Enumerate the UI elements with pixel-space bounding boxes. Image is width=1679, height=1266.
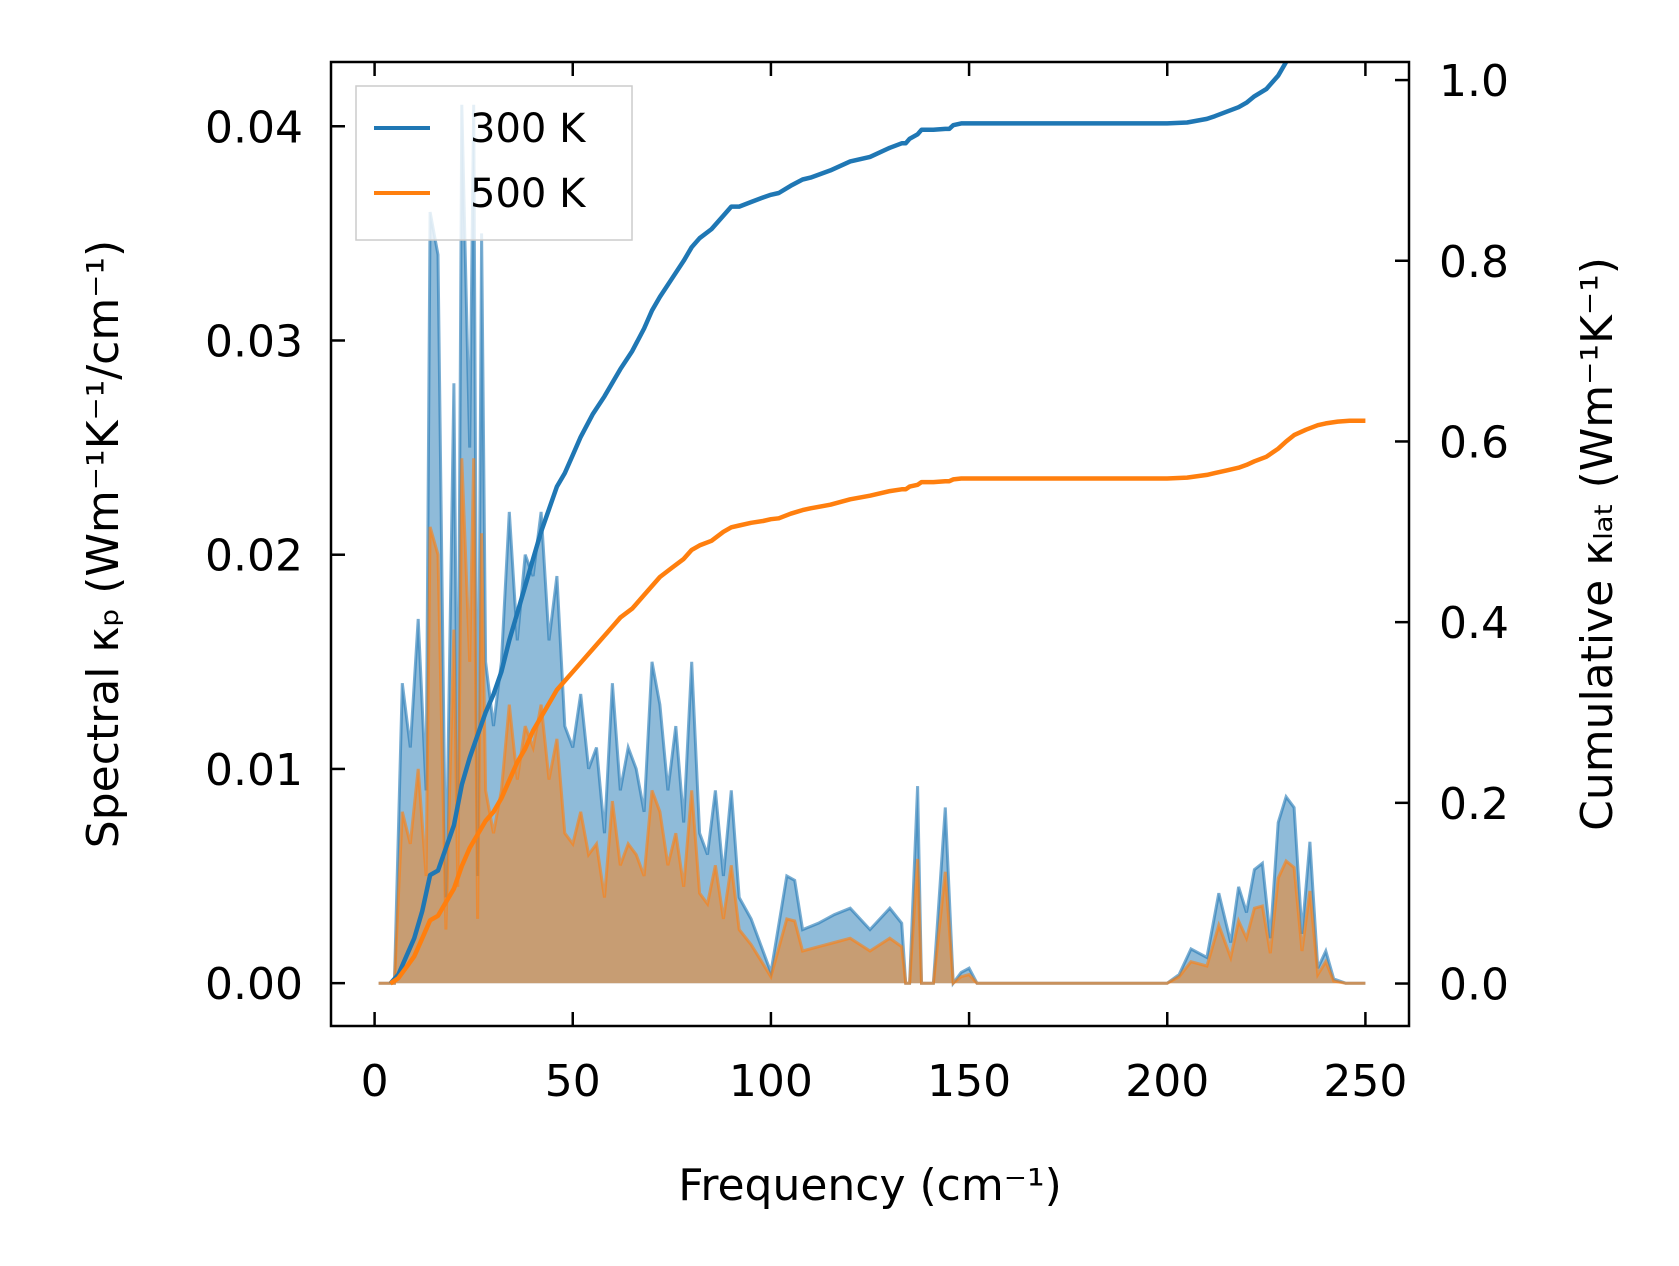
x-tick-label: 50 xyxy=(545,1056,601,1107)
legend: 300 K 500 K xyxy=(355,85,633,241)
x-tick-label: 0 xyxy=(361,1056,389,1107)
y-tick-label-left: 0.00 xyxy=(205,959,303,1010)
x-tick-label: 250 xyxy=(1323,1056,1407,1107)
y-tick-label-left: 0.02 xyxy=(205,531,303,582)
x-tick-label: 150 xyxy=(927,1056,1011,1107)
y-axis-left-label: Spectral κₚ (Wm⁻¹K⁻¹/cm⁻¹) xyxy=(78,240,129,848)
legend-label-300k: 300 K xyxy=(470,106,587,152)
legend-label-500k: 500 K xyxy=(470,171,587,217)
y-tick-label-right: 1.0 xyxy=(1439,56,1509,107)
y-tick-label-right: 0.4 xyxy=(1439,598,1509,649)
y-tick-label-right: 0.8 xyxy=(1439,237,1509,288)
plot-frame xyxy=(329,60,1411,1028)
y-tick-label-right: 0.6 xyxy=(1439,417,1509,468)
y-tick-label-left: 0.04 xyxy=(205,102,303,153)
x-tick-label: 100 xyxy=(729,1056,813,1107)
y-axis-right-label: Cumulative κₗₐₜ (Wm⁻¹K⁻¹) xyxy=(1572,257,1623,831)
y-tick-label-left: 0.01 xyxy=(205,745,303,796)
spectral-line-300k xyxy=(378,104,1366,988)
legend-box xyxy=(355,85,633,241)
x-tick-label: 200 xyxy=(1125,1056,1209,1107)
x-axis-label: Frequency (cm⁻¹) xyxy=(678,1160,1062,1211)
axes: 0 50 100 150 200 250 0.00 0.01 0.02 0.03 0.04 0.0 0.… xyxy=(205,56,1509,1107)
cumulative-line-300k xyxy=(388,62,1290,985)
y-tick-label-right: 0.2 xyxy=(1439,779,1509,830)
plot-area xyxy=(378,62,1366,988)
y-tick-label-right: 0.0 xyxy=(1439,960,1509,1011)
y-tick-label-left: 0.03 xyxy=(205,316,303,367)
cumulative-line-500k xyxy=(389,418,1366,986)
